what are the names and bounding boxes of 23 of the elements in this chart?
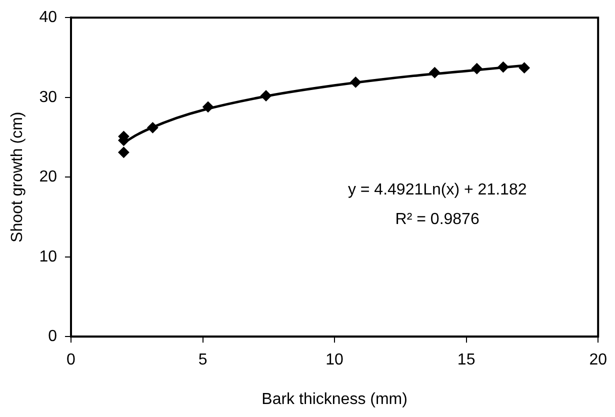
y-tick-label: 10 (39, 248, 58, 266)
y-tick-label: 40 (39, 9, 58, 26)
point (429, 67, 440, 78)
point (202, 101, 214, 112)
point (118, 146, 130, 158)
point (260, 90, 272, 102)
x-tick-label: 15 (457, 352, 476, 369)
y-tick-label: 20 (39, 168, 58, 186)
point (471, 63, 482, 74)
point (518, 62, 530, 74)
x-tick-label: 5 (198, 352, 208, 369)
x-tick-label: 0 (66, 352, 76, 369)
y-axis-title: Shoot growth (cm) (9, 112, 26, 242)
x-axis-title: Bark thickness (mm) (262, 390, 408, 408)
point (147, 122, 158, 134)
y-tick-label: 30 (39, 88, 58, 106)
annotation: R² = 0.9876 (395, 210, 480, 228)
x-tick-label: 10 (326, 352, 344, 369)
y-tick-label: 0 (48, 328, 58, 346)
x-tick-label: 20 (589, 352, 608, 369)
point (498, 62, 509, 73)
annotation: y = 4.4921Ln(x) + 21.182 (348, 181, 527, 198)
point (350, 76, 362, 88)
